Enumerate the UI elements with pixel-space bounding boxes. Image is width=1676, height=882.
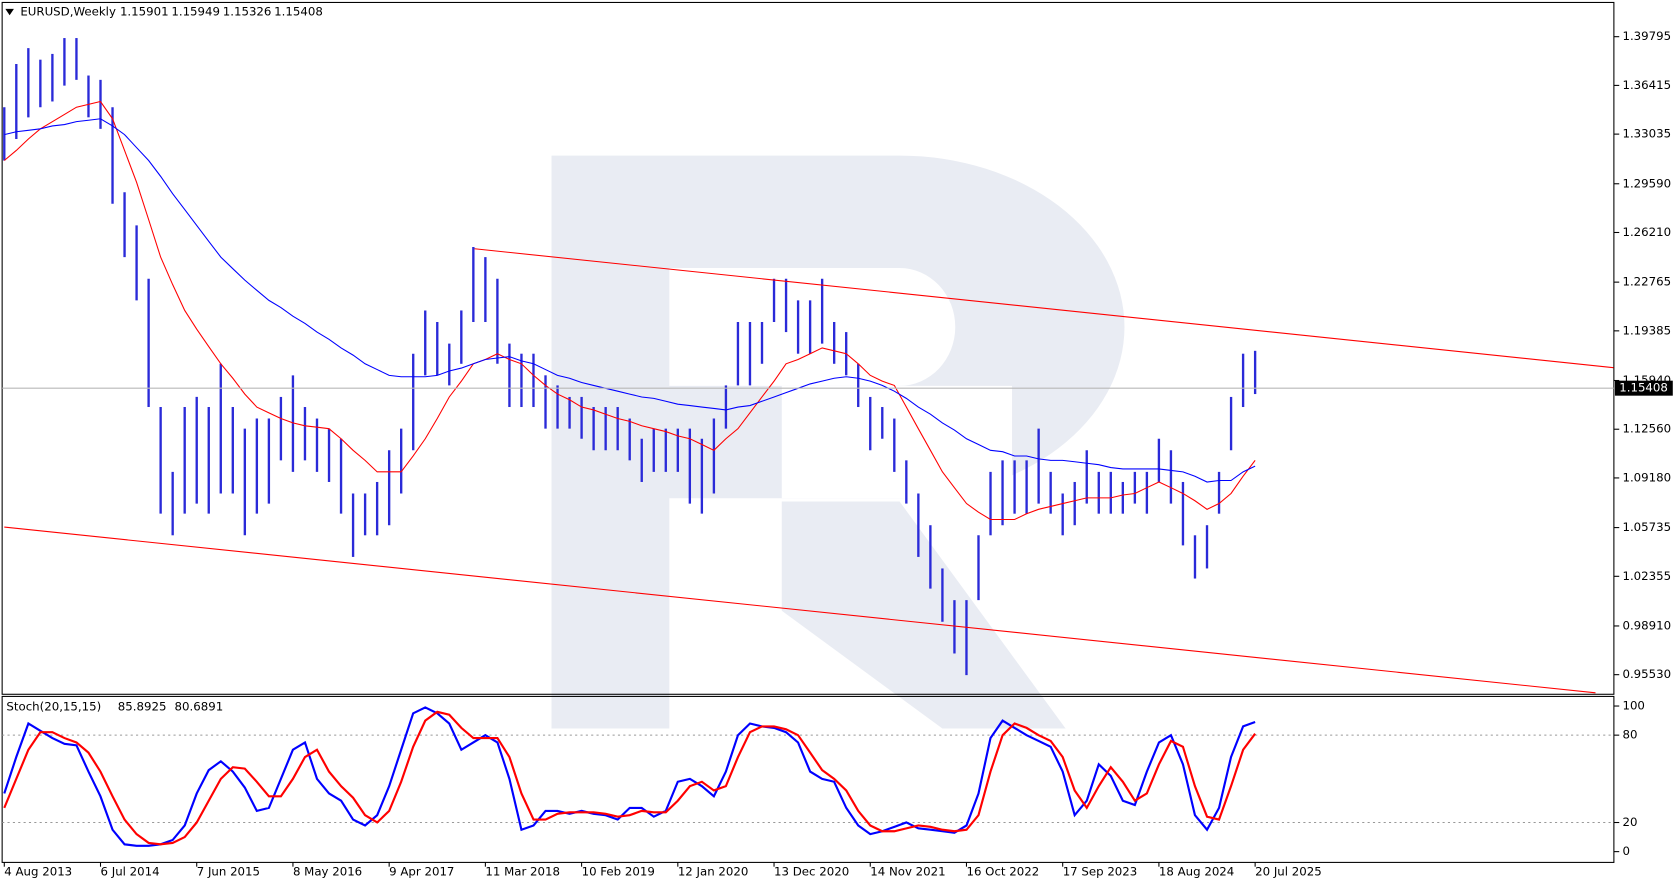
current-price-box (1614, 380, 1673, 396)
channel-line (4, 526, 1596, 694)
y-tick-label: 1.36415 (1622, 78, 1671, 92)
stoch-line (3, 710, 1256, 846)
stoch-panel-frame (1, 695, 1615, 863)
y-tick-label: 1.02355 (1622, 569, 1671, 583)
x-tick-label: 14 Nov 2021 (870, 865, 945, 879)
y-tick-label: 1.12560 (1622, 422, 1671, 436)
menu-triangle[interactable] (5, 8, 14, 16)
watermark-leg (781, 501, 1066, 729)
y-tick-label: 1.22765 (1622, 275, 1671, 289)
symbol-label: EURUSD,Weekly (20, 5, 116, 19)
y-tick-label: 20 (1622, 815, 1637, 829)
x-tick-label: 4 Aug 2013 (4, 865, 72, 879)
watermark-gap (781, 385, 1013, 499)
x-tick-label: 16 Oct 2022 (966, 865, 1039, 879)
price-panel-frame (1, 1, 1615, 695)
y-tick-label: 1.19385 (1622, 323, 1671, 337)
x-tick-label: 10 Feb 2019 (582, 865, 655, 879)
y-tick-label: 1.29590 (1622, 176, 1671, 190)
x-tick-label: 18 Aug 2024 (1159, 865, 1234, 879)
y-tick-label: 1.05735 (1622, 520, 1671, 534)
x-tick-label: 13 Dec 2020 (774, 865, 849, 879)
x-tick-label: 8 May 2016 (293, 865, 362, 879)
x-tick-label: 12 Jan 2020 (678, 865, 749, 879)
y-tick-label: 1.39795 (1622, 29, 1671, 43)
moving-average (4, 118, 1256, 483)
moving-average (3, 100, 1256, 521)
y-tick-label: 100 (1622, 699, 1644, 713)
x-tick-label: 6 Jul 2014 (101, 865, 160, 879)
y-tick-label: 1.33035 (1622, 127, 1671, 141)
stoch-main-value: 85.8925 (118, 700, 167, 714)
x-tick-label: 17 Sep 2023 (1063, 865, 1138, 879)
y-tick-label: 0.95530 (1622, 667, 1671, 681)
y-tick-label: 0 (1622, 844, 1630, 858)
x-tick-label: 9 Apr 2017 (389, 865, 454, 879)
stoch-title: Stoch(20,15,15) (6, 700, 101, 714)
y-tick-label: 80 (1622, 728, 1637, 742)
y-tick-label: 0.98910 (1622, 618, 1671, 632)
y-tick-label: 1.26210 (1622, 225, 1671, 239)
x-tick-label: 11 Mar 2018 (485, 865, 560, 879)
close-value: 1.15408 (274, 5, 323, 19)
watermark (551, 155, 1125, 729)
stoch-signal-value: 80.6891 (175, 700, 224, 714)
open-value: 1.15901 (120, 5, 169, 19)
channel-line (474, 248, 1614, 369)
y-tick-label: 1.09180 (1622, 470, 1671, 484)
current-price-label: 1.15408 (1619, 381, 1668, 395)
x-tick-label: 20 Jul 2025 (1255, 865, 1322, 879)
high-value: 1.15949 (171, 5, 220, 19)
x-tick-label: 7 Jun 2015 (197, 865, 260, 879)
low-value: 1.15326 (223, 5, 272, 19)
stoch-line (3, 706, 1256, 847)
